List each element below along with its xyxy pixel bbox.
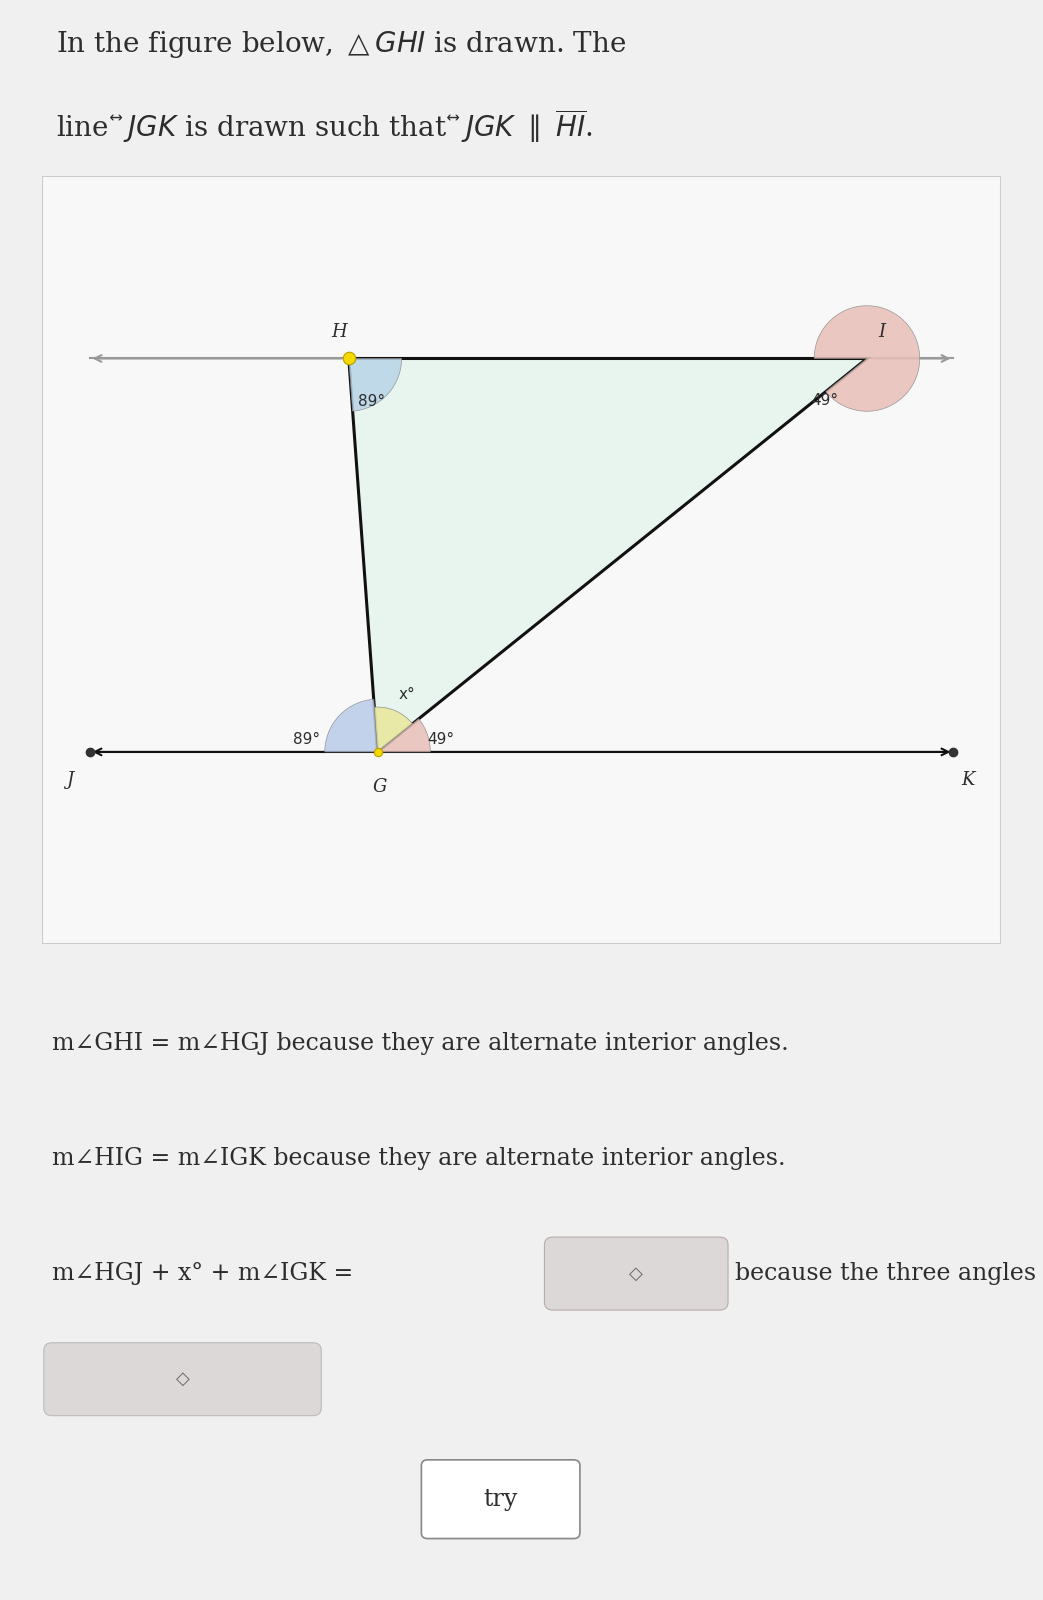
Text: J: J <box>66 771 73 789</box>
Text: In the figure below, $\triangle \mathit{GHI}$ is drawn. The: In the figure below, $\triangle \mathit{… <box>56 29 626 59</box>
Text: G: G <box>372 778 387 797</box>
Text: 49°: 49° <box>811 392 839 408</box>
Text: H: H <box>332 323 347 341</box>
FancyBboxPatch shape <box>544 1237 728 1310</box>
Text: K: K <box>961 771 974 789</box>
FancyBboxPatch shape <box>44 1342 321 1416</box>
Wedge shape <box>374 707 413 752</box>
Text: 89°: 89° <box>359 395 386 410</box>
FancyBboxPatch shape <box>42 176 1001 944</box>
Text: m∠GHI = m∠HGJ because they are alternate interior angles.: m∠GHI = m∠HGJ because they are alternate… <box>52 1032 789 1054</box>
FancyBboxPatch shape <box>421 1459 580 1539</box>
Text: x°: x° <box>398 686 415 702</box>
Wedge shape <box>324 699 378 752</box>
Text: ◇: ◇ <box>629 1264 644 1283</box>
Wedge shape <box>815 306 920 411</box>
Text: I: I <box>878 323 886 341</box>
Text: 89°: 89° <box>293 733 320 747</box>
Text: try: try <box>484 1488 517 1510</box>
Text: line $\overleftrightarrow{\mathit{JGK}}$ is drawn such that $\overleftrightarrow: line $\overleftrightarrow{\mathit{JGK}}$… <box>56 107 592 146</box>
Polygon shape <box>348 358 867 752</box>
Wedge shape <box>348 358 402 411</box>
Text: because the three angles: because the three angles <box>735 1262 1037 1285</box>
Text: m∠HGJ + x° + m∠IGK =: m∠HGJ + x° + m∠IGK = <box>52 1262 361 1285</box>
Text: m∠HIG = m∠IGK because they are alternate interior angles.: m∠HIG = m∠IGK because they are alternate… <box>52 1147 785 1170</box>
Text: 49°: 49° <box>428 733 455 747</box>
Wedge shape <box>378 718 431 752</box>
Text: ◇: ◇ <box>175 1370 190 1389</box>
